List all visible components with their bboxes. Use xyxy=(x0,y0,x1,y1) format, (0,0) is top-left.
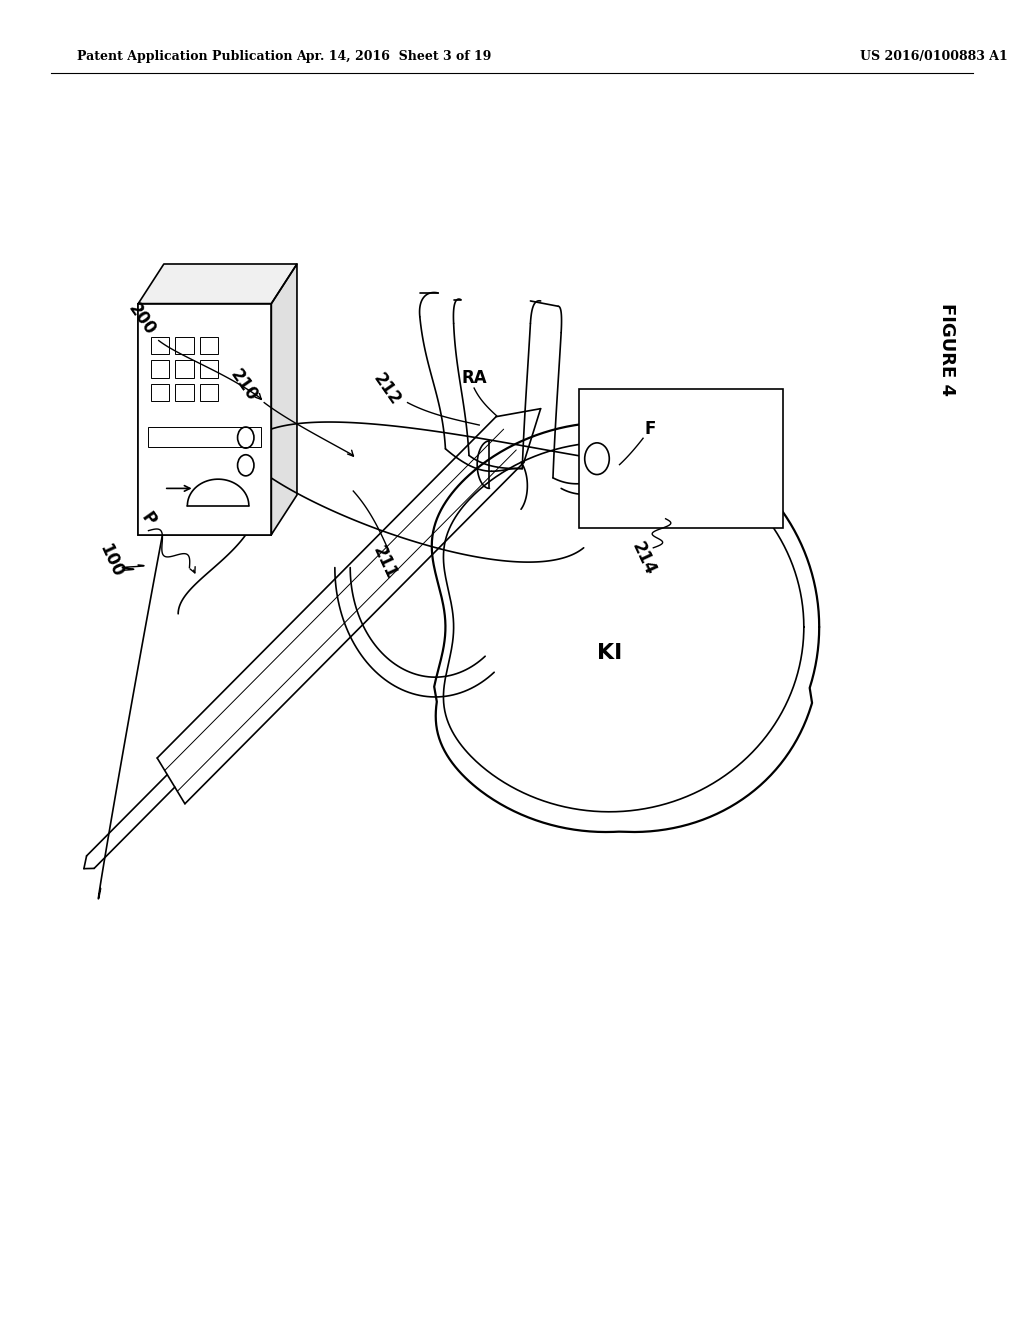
Text: 214: 214 xyxy=(628,539,658,578)
Bar xyxy=(151,337,169,354)
Bar xyxy=(138,304,271,535)
Bar xyxy=(175,384,194,401)
Bar xyxy=(200,337,218,354)
Bar xyxy=(151,384,169,401)
Text: 210: 210 xyxy=(226,366,261,405)
Text: FIGURE 4: FIGURE 4 xyxy=(938,304,956,396)
Bar xyxy=(200,384,218,401)
Bar xyxy=(175,360,194,378)
Bar xyxy=(138,304,271,535)
Bar xyxy=(200,360,218,378)
Text: 212: 212 xyxy=(370,370,404,409)
Bar xyxy=(151,360,169,378)
Text: RA: RA xyxy=(461,368,487,387)
Text: Apr. 14, 2016  Sheet 3 of 19: Apr. 14, 2016 Sheet 3 of 19 xyxy=(297,50,492,63)
Polygon shape xyxy=(138,264,297,304)
Text: KI: KI xyxy=(597,643,622,664)
Polygon shape xyxy=(271,264,297,535)
Text: 100: 100 xyxy=(95,541,126,581)
Text: 211: 211 xyxy=(369,543,399,582)
Text: US 2016/0100883 A1: US 2016/0100883 A1 xyxy=(860,50,1008,63)
Bar xyxy=(175,337,194,354)
Bar xyxy=(579,389,783,528)
Bar xyxy=(148,428,261,446)
Text: 200: 200 xyxy=(124,300,159,339)
Text: P: P xyxy=(137,508,160,529)
Text: Patent Application Publication: Patent Application Publication xyxy=(77,50,292,63)
Text: F: F xyxy=(644,420,656,438)
